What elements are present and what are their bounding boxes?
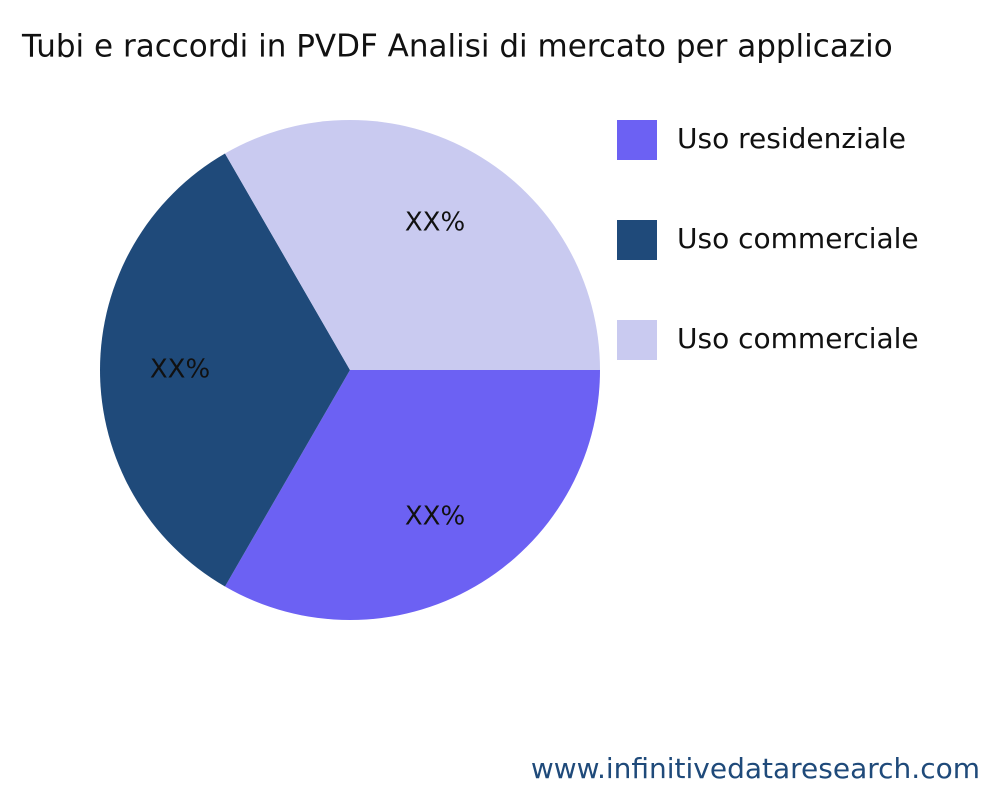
- pie-slice: [225, 119, 600, 370]
- legend-label: Uso commerciale: [677, 322, 919, 355]
- source: www.infinitivedataresearch.com: [531, 752, 980, 785]
- data-label: XX%: [405, 207, 465, 237]
- pie-slice: [225, 370, 600, 620]
- data-label: XX%: [150, 355, 210, 385]
- data-label: XX%: [405, 502, 465, 532]
- legend-label: Uso commerciale: [677, 222, 919, 255]
- chart-title: Tubi e raccordi in PVDF Analisi di merca…: [21, 29, 893, 65]
- legend-swatch: [617, 220, 657, 260]
- legend-swatch: [617, 120, 657, 160]
- legend-swatch: [617, 320, 657, 360]
- legend-label: Uso residenziale: [677, 122, 906, 155]
